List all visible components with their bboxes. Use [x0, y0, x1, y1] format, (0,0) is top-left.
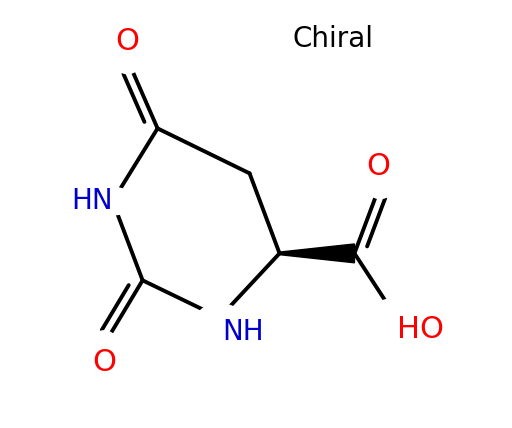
Text: O: O	[92, 348, 116, 377]
Ellipse shape	[373, 299, 413, 326]
Text: O: O	[116, 27, 140, 56]
Text: HO: HO	[397, 315, 444, 344]
Ellipse shape	[90, 187, 135, 215]
Text: NH: NH	[222, 318, 263, 345]
Ellipse shape	[367, 171, 394, 199]
Ellipse shape	[90, 331, 118, 358]
Ellipse shape	[114, 46, 141, 74]
Text: O: O	[366, 152, 390, 181]
Polygon shape	[280, 244, 354, 263]
Text: Chiral: Chiral	[292, 24, 374, 53]
Ellipse shape	[197, 304, 242, 331]
Text: HN: HN	[71, 187, 113, 215]
